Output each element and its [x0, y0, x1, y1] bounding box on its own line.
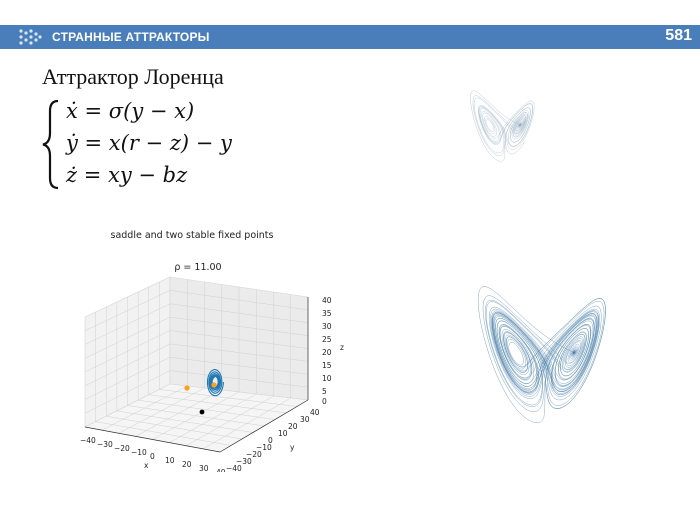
z-tick: 15	[322, 361, 332, 370]
equation-z: ż = xy − bz	[66, 163, 188, 187]
y-tick: −20	[246, 450, 262, 459]
x-tick: −40	[80, 436, 96, 445]
x-tick: 20	[182, 460, 192, 469]
y-tick: 10	[278, 429, 288, 438]
y-tick-labels: 40 30 20 10 0 −10 −20 −30 −40 y	[226, 408, 320, 472]
lorenz-attractor-small	[470, 90, 535, 162]
x-tick-labels: −40 −30 −20 −10 0 10 20 30 40 x	[80, 436, 226, 472]
y-tick: −40	[226, 464, 242, 472]
y-tick: −10	[256, 443, 272, 452]
attractor-trajectory	[477, 286, 606, 423]
x-tick: −30	[97, 440, 113, 449]
y-tick: 30	[300, 415, 310, 424]
z-tick: 30	[322, 322, 332, 331]
attractor-trajectory	[470, 90, 535, 162]
z-tick-labels: 40 35 30 25 20 15 10 5 0 z	[322, 296, 344, 406]
lorenz-attractor-large	[477, 286, 606, 423]
lorenz-equations: ẋ = σ(y − x) ẏ = x(r − z) − y ż = xy − b…	[40, 97, 280, 192]
trajectory-spiral	[206, 369, 224, 397]
y-tick: −30	[236, 457, 252, 466]
system-brace	[42, 99, 59, 190]
y-tick: 20	[288, 422, 298, 431]
x-tick: −10	[131, 448, 147, 457]
start-point-marker	[199, 409, 205, 415]
section-title: СТРАННЫЕ АТТРАКТОРЫ	[52, 30, 210, 44]
x-tick: 40	[216, 468, 226, 472]
y-tick: 40	[310, 408, 320, 417]
x-tick: 30	[199, 464, 209, 472]
fixed-point-marker	[184, 385, 190, 391]
equation-x: ẋ = σ(y − x)	[66, 99, 195, 123]
arrow-logo-icon	[19, 29, 42, 45]
x-tick: 0	[150, 452, 155, 461]
lorenz-3d-plot: saddle and two stable fixed points ρ = 1…	[80, 230, 344, 472]
equation-y: ẏ = x(r − z) − y	[66, 131, 232, 155]
3d-axes-box	[84, 276, 309, 453]
z-tick: 25	[322, 335, 332, 344]
rho-label: ρ = 11.00	[174, 262, 221, 273]
z-axis-label: z	[340, 343, 344, 352]
trajectory-path	[206, 369, 224, 397]
y-axis-label: y	[290, 443, 295, 452]
z-tick: 40	[322, 296, 332, 305]
x-tick: 10	[165, 456, 175, 465]
x-tick: −20	[114, 444, 130, 453]
y-tick: 0	[268, 436, 273, 445]
plot-title: saddle and two stable fixed points	[111, 230, 274, 241]
fixed-point-marker	[211, 382, 217, 388]
page-number: 581	[665, 27, 692, 44]
slide-title: Аттрактор Лоренца	[42, 64, 224, 89]
z-tick: 0	[322, 397, 327, 406]
z-tick: 35	[322, 309, 332, 318]
z-tick: 5	[322, 387, 327, 396]
z-tick: 10	[322, 374, 332, 383]
x-axis-label: x	[144, 461, 149, 470]
header-bar: СТРАННЫЕ АТТРАКТОРЫ 581	[0, 25, 700, 49]
z-tick: 20	[322, 348, 332, 357]
